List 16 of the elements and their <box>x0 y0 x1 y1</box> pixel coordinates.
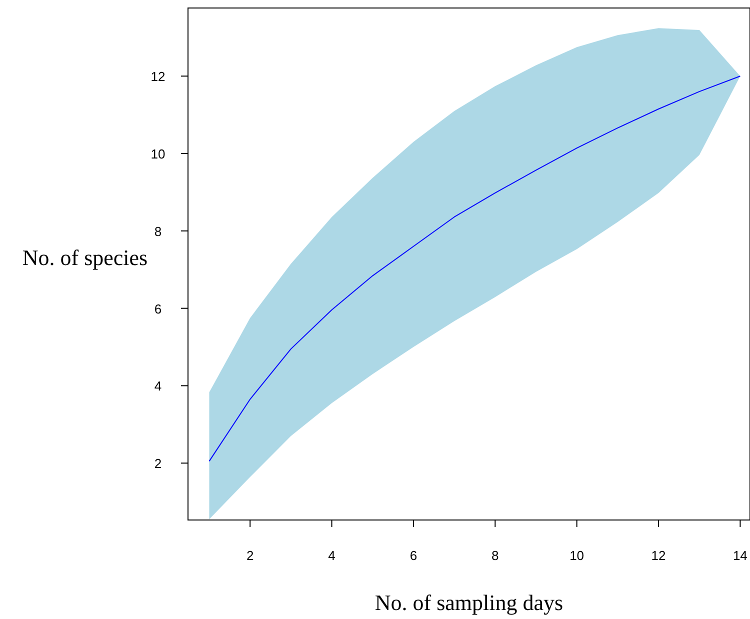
x-tick-label: 6 <box>410 548 418 563</box>
y-tick-label: 2 <box>154 456 162 472</box>
x-tick-label: 4 <box>328 548 336 563</box>
y-axis-title: No. of species <box>22 245 148 270</box>
y-tick-label: 4 <box>154 378 162 394</box>
y-tick-label: 12 <box>150 69 166 84</box>
x-tick-label: 14 <box>732 548 748 563</box>
x-tick-label: 2 <box>246 548 254 563</box>
line-series <box>208 76 741 462</box>
x-tick-label: 8 <box>492 548 499 563</box>
x-axis-title: No. of sampling days <box>374 590 564 615</box>
y-tick-label: 8 <box>154 224 162 239</box>
x-tick-label: 10 <box>570 548 584 563</box>
y-tick-label: 6 <box>154 301 162 316</box>
x-tick-label: 12 <box>651 548 666 563</box>
y-tick-label: 10 <box>150 146 166 162</box>
